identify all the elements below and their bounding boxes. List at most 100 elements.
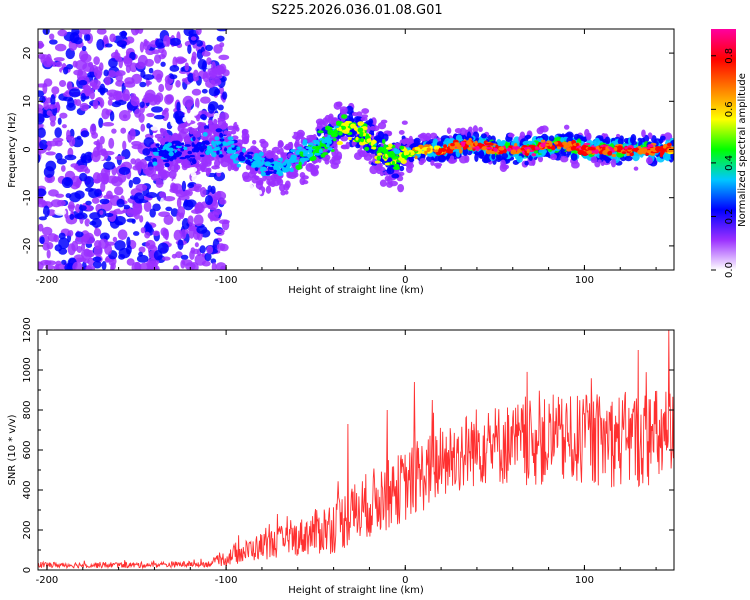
noise-blob: [132, 201, 143, 212]
noise-blob: [197, 58, 208, 70]
ridge-core: [388, 143, 393, 148]
x-tick-label: -100: [215, 275, 238, 286]
snr-x-label: Height of straight line (km): [288, 585, 424, 596]
noise-blob: [84, 176, 95, 188]
noise-blob: [58, 237, 70, 250]
ridge-core: [333, 131, 338, 135]
ridge-core: [498, 146, 505, 151]
noise-blob: [201, 50, 211, 57]
noise-blob: [115, 72, 123, 82]
ridge-halo: [501, 164, 510, 170]
ridge-core: [486, 147, 493, 150]
ridge-halo: [433, 162, 443, 167]
ridge-halo: [563, 124, 570, 130]
noise-blob: [56, 158, 67, 165]
noise-blob: [139, 81, 147, 88]
noise-blob: [38, 40, 44, 49]
noise-blob: [126, 218, 136, 223]
colorbar-tick-label: 0.4: [724, 155, 735, 171]
noise-blob: [41, 226, 53, 236]
ridge-core: [433, 145, 440, 151]
ridge-core: [370, 146, 377, 150]
ridge-core: [313, 141, 320, 145]
ridge-halo: [430, 159, 435, 166]
ridge-halo: [267, 132, 275, 141]
noise-blob: [176, 197, 182, 209]
noise-blob: [122, 57, 133, 64]
ridge-core: [222, 142, 229, 147]
noise-blob: [39, 236, 45, 244]
noise-blob: [218, 112, 230, 121]
ridge-core: [321, 140, 327, 144]
ridge-halo: [213, 159, 221, 168]
noise-blob: [144, 231, 151, 239]
y-tick-label: 0: [22, 567, 33, 573]
ridge-halo: [302, 180, 309, 185]
ridge-core: [549, 141, 553, 147]
ridge-core: [377, 152, 383, 156]
ridge-halo: [405, 165, 413, 174]
noise-blob: [60, 165, 66, 172]
noise-blob: [180, 229, 187, 240]
noise-blob: [45, 151, 56, 156]
noise-blob: [178, 194, 190, 201]
noise-blob: [38, 90, 45, 97]
noise-blob: [155, 38, 164, 48]
y-tick-label: 20: [22, 47, 33, 60]
ridge-halo: [287, 141, 293, 149]
noise-blob: [130, 93, 137, 100]
noise-blob: [180, 259, 186, 269]
ridge-core: [365, 135, 371, 139]
noise-blob: [146, 113, 155, 118]
noise-blob: [164, 107, 169, 113]
noise-blob: [195, 114, 201, 122]
noise-blob: [111, 176, 123, 187]
noise-blob: [216, 243, 226, 251]
ridge-core: [269, 164, 273, 168]
noise-blob: [140, 123, 146, 132]
noise-blob: [158, 211, 171, 218]
noise-blob: [42, 205, 50, 218]
noise-blob: [184, 62, 189, 72]
noise-blob: [114, 186, 124, 196]
ridge-halo: [368, 118, 374, 125]
noise-blob: [211, 262, 217, 270]
ridge-core: [337, 131, 343, 136]
ridge-halo: [345, 141, 350, 150]
noise-blob: [195, 29, 202, 36]
ridge-halo: [327, 115, 334, 125]
ridge-core: [254, 157, 258, 161]
ridge-core: [611, 153, 617, 158]
noise-blob: [133, 192, 145, 204]
noise-blob: [74, 213, 85, 220]
noise-blob: [48, 189, 59, 197]
ridge-halo: [182, 116, 187, 123]
ridge-halo: [538, 149, 548, 154]
ridge-core: [393, 147, 398, 154]
ridge-core: [152, 161, 158, 166]
noise-blob: [193, 214, 204, 227]
ridge-core: [359, 131, 364, 136]
noise-blob: [172, 265, 180, 270]
noise-blob: [180, 254, 189, 260]
ridge-halo: [190, 171, 197, 177]
ridge-core: [218, 154, 224, 158]
ridge-halo: [335, 151, 343, 161]
noise-blob: [93, 228, 102, 237]
noise-blob: [61, 259, 67, 266]
ridge-halo: [265, 185, 272, 194]
noise-blob: [98, 117, 104, 128]
ridge-halo: [245, 164, 251, 171]
ridge-halo: [280, 190, 286, 196]
ridge-core: [166, 156, 171, 161]
ridge-halo: [180, 128, 189, 135]
ridge-core: [553, 141, 559, 145]
ridge-core: [647, 144, 654, 148]
noise-blob: [57, 117, 62, 125]
noise-blob: [72, 60, 78, 68]
ridge-core: [302, 139, 308, 144]
noise-blob: [47, 233, 58, 242]
ridge-halo: [241, 128, 248, 136]
ridge-halo: [283, 145, 290, 150]
noise-blob: [169, 74, 178, 80]
